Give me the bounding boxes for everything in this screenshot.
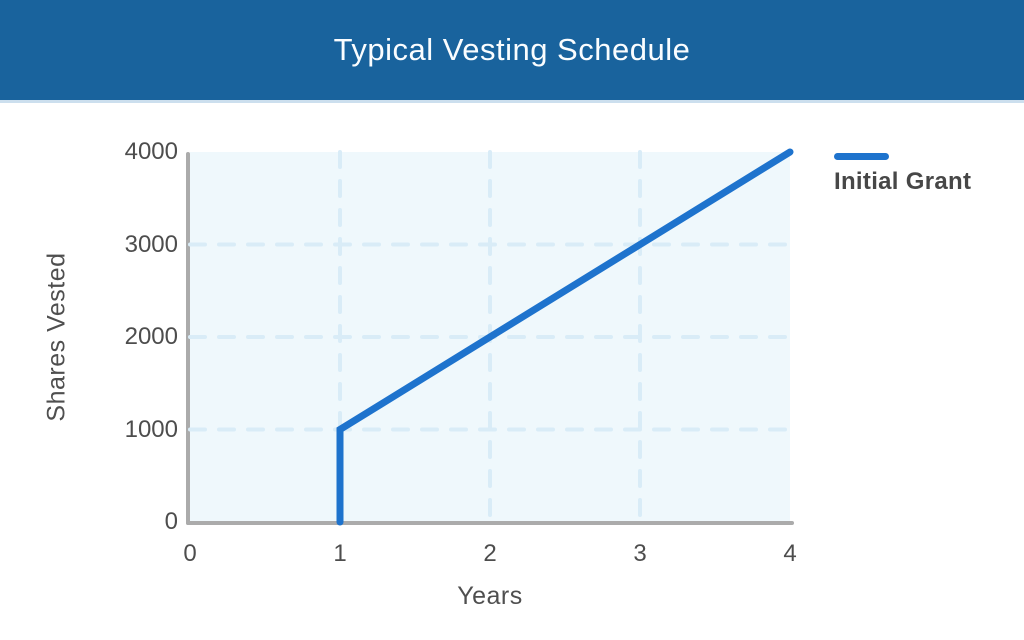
y-axis-line: [186, 152, 190, 525]
plot-canvas: [188, 148, 794, 526]
header-bar: Typical Vesting Schedule: [0, 0, 1024, 103]
y-tick-label: 0: [164, 508, 178, 535]
y-tick-label: 4000: [124, 138, 178, 165]
legend-line-swatch: [834, 153, 889, 160]
y-tick-label: 1000: [124, 415, 178, 443]
y-tick-label: 2000: [124, 323, 178, 350]
x-tick-label: 4: [783, 540, 797, 567]
x-axis-title: Years: [457, 582, 523, 610]
series-line: [336, 148, 794, 526]
x-tick-label: 2: [483, 540, 497, 567]
page-title: Typical Vesting Schedule: [333, 32, 691, 67]
x-tick-label: 1: [333, 540, 347, 567]
legend-label: Initial Grant: [834, 168, 972, 195]
x-tick-label: 3: [633, 540, 647, 567]
x-tick-label: 0: [183, 540, 197, 567]
x-axis-line: [186, 521, 794, 525]
y-tick-label: 3000: [124, 230, 178, 258]
